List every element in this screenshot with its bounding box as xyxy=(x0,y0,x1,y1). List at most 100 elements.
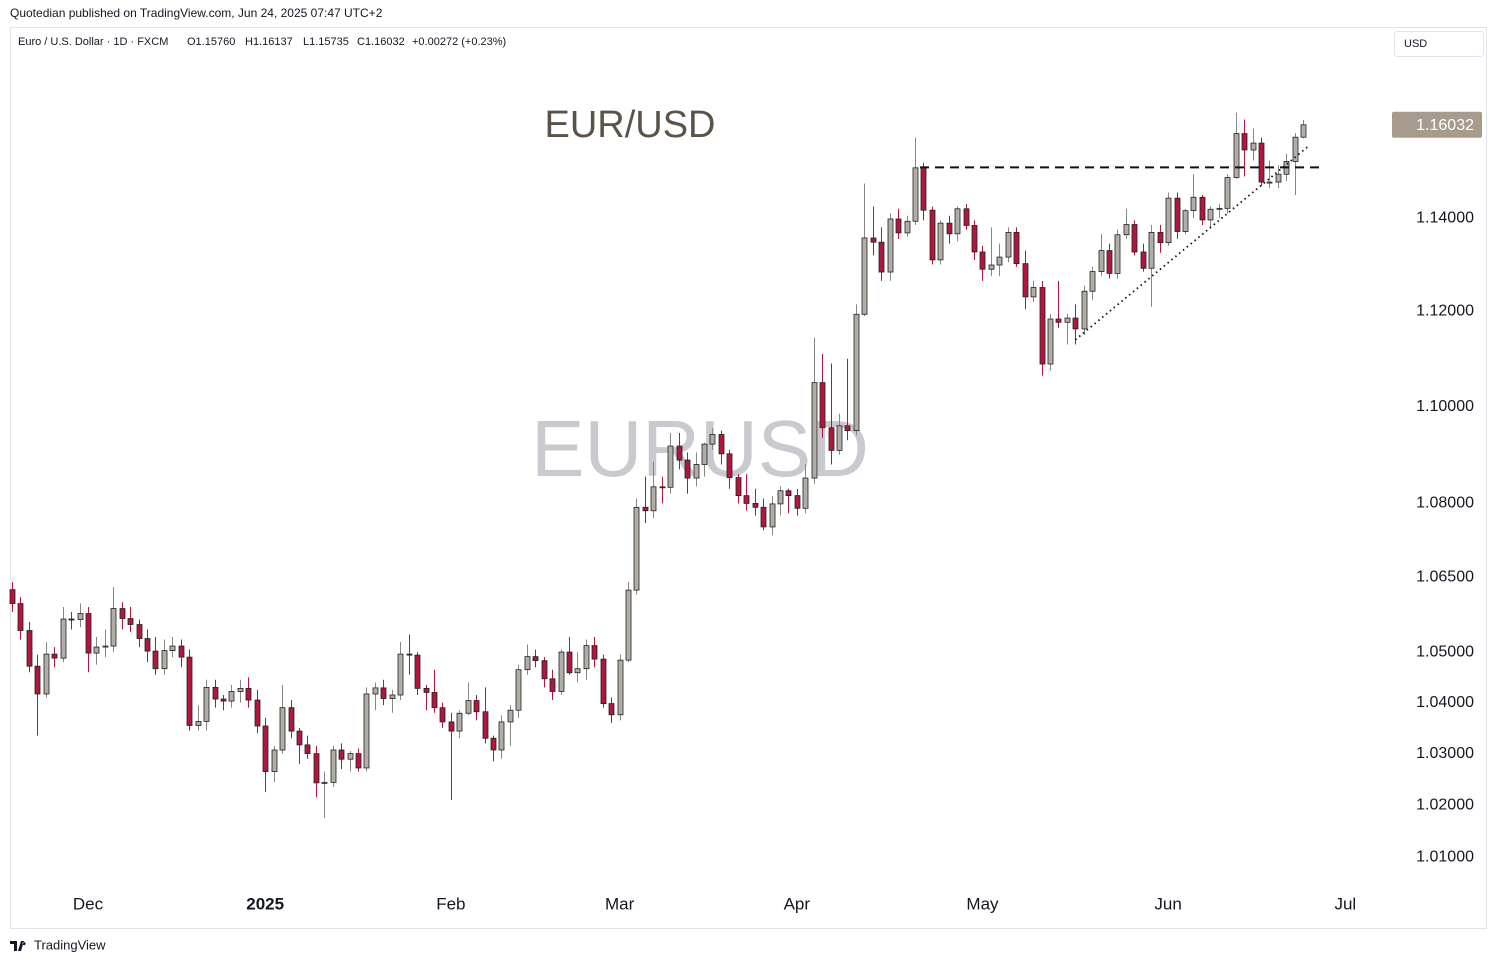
candle-body-up xyxy=(1165,197,1172,244)
candle-body-down xyxy=(735,477,742,496)
candle-body-down xyxy=(1174,197,1181,232)
candle-body-up xyxy=(1005,232,1012,258)
candle-body-up xyxy=(77,613,84,620)
candle-body-up xyxy=(861,237,868,315)
candle-body-up xyxy=(1182,210,1189,232)
candle-body-down xyxy=(1199,196,1206,221)
candle-body-up xyxy=(161,650,168,670)
candle-body-up xyxy=(1224,177,1231,209)
candle-body-down xyxy=(726,453,733,478)
legend-symbol: Euro / U.S. Dollar · 1D · FXCM xyxy=(18,36,168,48)
y-tick-label: 1.14000 xyxy=(1416,209,1474,226)
currency-button[interactable] xyxy=(1394,31,1484,57)
x-tick-label: 2025 xyxy=(246,894,284,913)
x-tick-label: Jun xyxy=(1154,894,1181,913)
x-tick-label: Feb xyxy=(436,894,465,913)
candle-body-up xyxy=(769,503,776,528)
candle-body-up xyxy=(625,589,632,661)
candle-body-up xyxy=(372,687,379,695)
y-tick-label: 1.02000 xyxy=(1416,796,1474,813)
candle-body-down xyxy=(1241,133,1248,151)
candle-body-down xyxy=(920,167,927,211)
legend: Euro / U.S. Dollar · 1D · FXCM O1.15760 … xyxy=(18,36,506,48)
last-price-label: 1.16032 xyxy=(1416,117,1474,134)
candle-body-up xyxy=(102,645,109,648)
candle-body-up xyxy=(1300,124,1307,138)
candle-body-down xyxy=(288,707,295,732)
candle-body-down xyxy=(406,653,413,656)
candle-body-down xyxy=(929,209,936,261)
candle-body-up xyxy=(912,167,919,222)
candle-body-down xyxy=(549,678,556,692)
legend-low: L1.15735 xyxy=(303,36,349,48)
candle-body-down xyxy=(144,638,151,652)
candle-body-down xyxy=(1258,142,1265,183)
candle-body-down xyxy=(878,241,885,273)
publisher-line: Quotedian published on TradingView.com, … xyxy=(10,6,383,20)
y-tick-label: 1.04000 xyxy=(1416,694,1474,711)
candle-body-up xyxy=(650,486,657,512)
candle-body-down xyxy=(313,753,320,784)
candle-body-down xyxy=(380,687,387,699)
candle-body-down xyxy=(34,665,41,695)
candle-body-up xyxy=(954,208,961,235)
candle-body-up xyxy=(237,688,244,692)
candle-body-up xyxy=(1275,173,1282,183)
legend-change: +0.00272 (+0.23%) xyxy=(412,36,506,48)
candle-body-up xyxy=(617,659,624,716)
footer-brand: TradingView xyxy=(34,937,106,952)
candle-body-down xyxy=(431,692,438,709)
candle-body-down xyxy=(355,753,362,769)
candle-body-up xyxy=(1114,234,1121,274)
candle-body-down xyxy=(338,749,345,760)
candle-body-up xyxy=(321,781,328,784)
candle-body-up xyxy=(1148,232,1155,269)
candle-body-up xyxy=(937,222,944,261)
candle-body-down xyxy=(51,653,58,659)
currency-label[interactable]: USD xyxy=(1404,38,1427,50)
candle-body-up xyxy=(1266,181,1273,184)
candle-body-down xyxy=(1022,263,1029,298)
candle-body-down xyxy=(895,218,902,234)
candle-body-down xyxy=(870,237,877,243)
candle-body-up xyxy=(988,264,995,270)
y-tick-label: 1.12000 xyxy=(1416,303,1474,320)
dotted-line xyxy=(1074,144,1311,341)
candle-body-down xyxy=(541,660,548,680)
candle-body-up xyxy=(904,220,911,234)
candle-body-up xyxy=(465,700,472,714)
candle-body-down xyxy=(566,651,573,674)
y-tick-label: 1.08000 xyxy=(1416,495,1474,512)
candle-body-down xyxy=(423,688,430,693)
candle-body-up xyxy=(1233,133,1240,178)
candle-body-up xyxy=(1250,142,1257,151)
candle-body-up xyxy=(203,686,210,722)
candle-body-up xyxy=(811,382,818,479)
candle-body-up xyxy=(43,653,50,695)
candle-body-up xyxy=(709,434,716,445)
candle-body-down xyxy=(127,618,134,625)
candle-body-down xyxy=(785,490,792,496)
candle-body-up xyxy=(1123,224,1130,236)
y-tick-label: 1.06500 xyxy=(1416,568,1474,585)
candle-body-down xyxy=(119,608,126,619)
candle-body-down xyxy=(296,730,303,746)
x-tick-label: Jul xyxy=(1334,894,1356,913)
candle-body-up xyxy=(507,709,514,723)
legend-open: O1.15760 xyxy=(187,36,235,48)
y-tick-label: 1.03000 xyxy=(1416,745,1474,762)
candle-body-down xyxy=(136,624,143,639)
candle-body-down xyxy=(439,707,446,723)
x-tick-label: Dec xyxy=(73,894,104,913)
y-tick-label: 1.10000 xyxy=(1416,398,1474,415)
candle-body-up xyxy=(1047,318,1054,365)
candle-body-down xyxy=(68,618,75,621)
candle-body-down xyxy=(1140,251,1147,269)
chart-frame xyxy=(10,27,1487,929)
candle-body-up xyxy=(583,645,590,670)
candle-body-down xyxy=(9,589,16,604)
candle-body-up xyxy=(574,668,581,674)
candle-body-up xyxy=(169,645,176,651)
candle-body-down xyxy=(17,603,24,631)
